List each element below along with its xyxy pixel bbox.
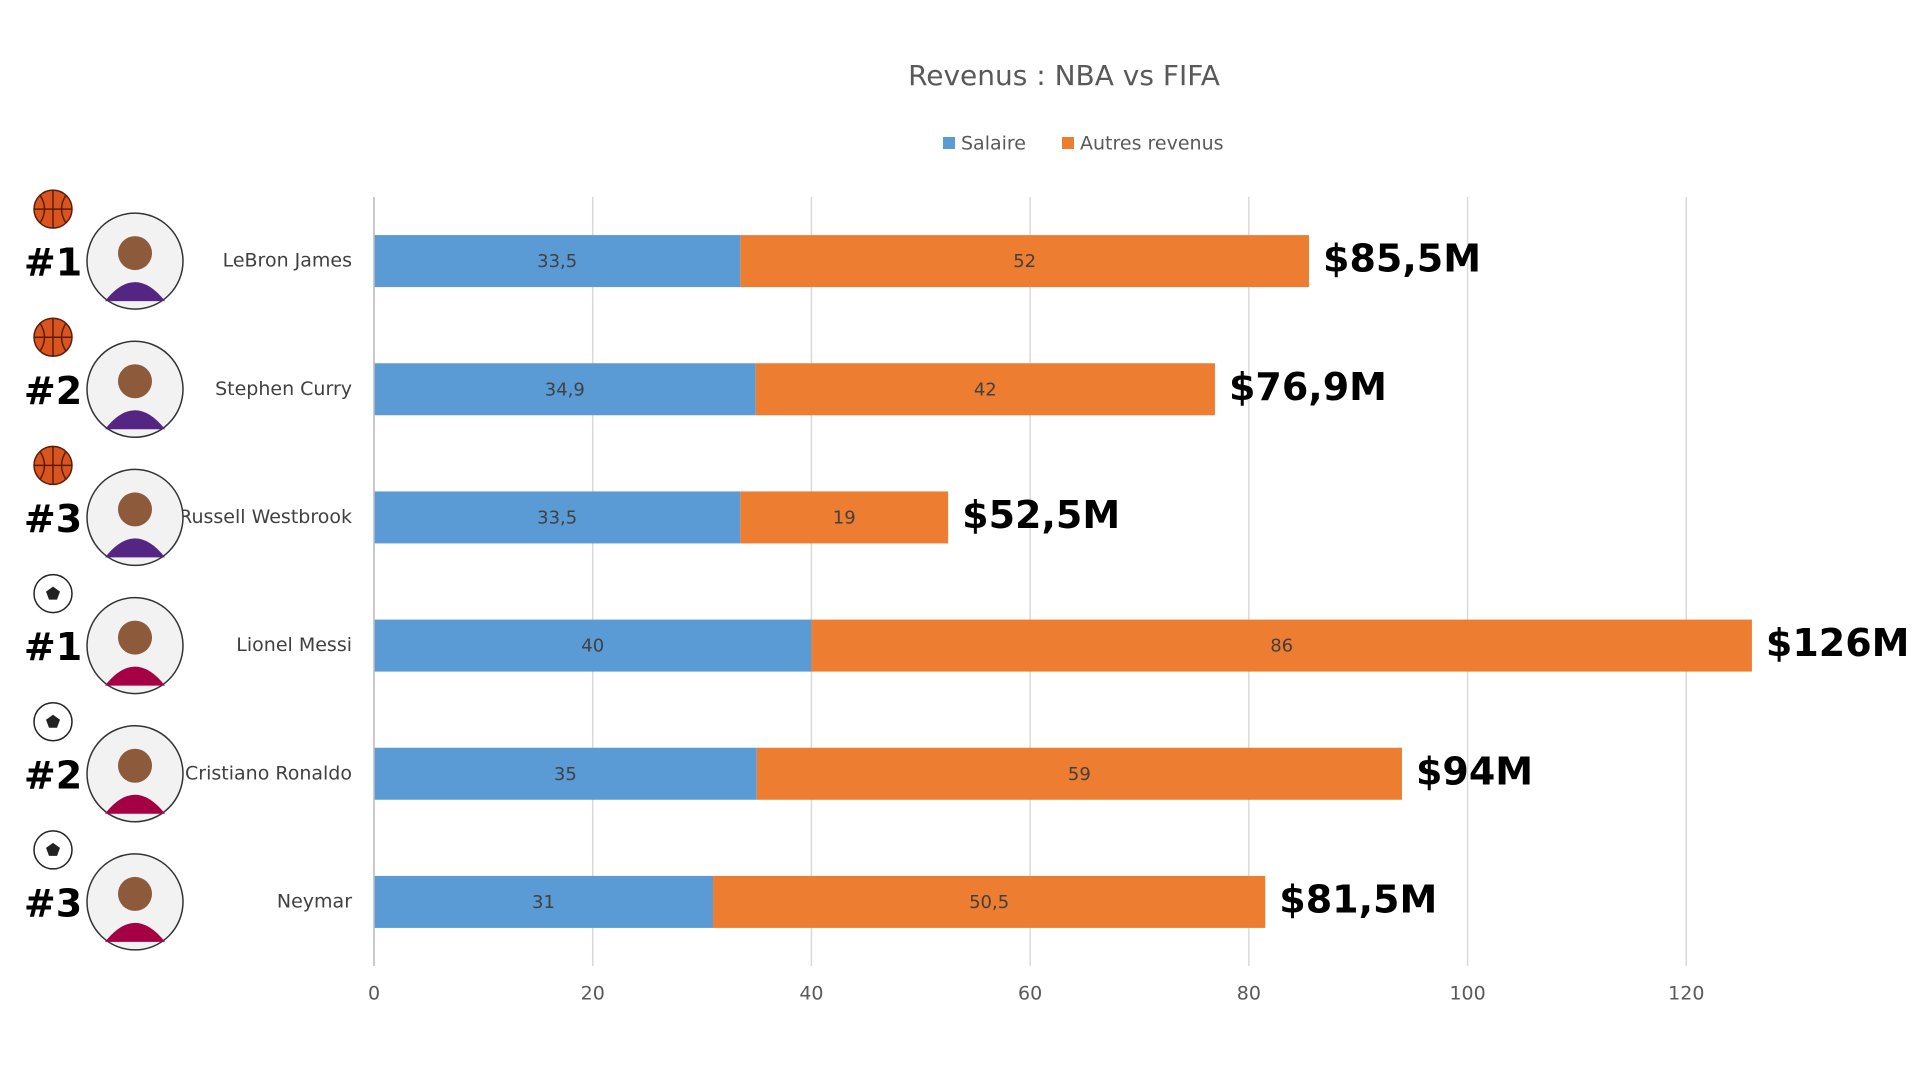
value-label: 33,5 xyxy=(537,507,577,528)
rank-label: #1 xyxy=(24,241,82,285)
x-tick-label: 100 xyxy=(1449,983,1485,1005)
bar-segment xyxy=(740,235,1310,288)
photo-head xyxy=(118,876,152,911)
y-tick-label: Stephen Curry xyxy=(215,378,352,400)
total-label: $76,9M xyxy=(1229,365,1387,409)
rank-label: #3 xyxy=(24,881,82,925)
bar-segment xyxy=(740,491,949,544)
photo-body xyxy=(105,794,165,814)
value-label: 35 xyxy=(554,764,577,785)
photo-body xyxy=(105,666,165,686)
basketball-seams xyxy=(34,190,72,229)
rank-label: #2 xyxy=(24,753,82,797)
basketball-seams xyxy=(34,446,72,485)
x-tick-label: 40 xyxy=(799,983,823,1005)
total-label: $81,5M xyxy=(1279,877,1437,921)
value-label: 33,5 xyxy=(537,251,577,272)
legend-swatch xyxy=(943,137,955,149)
legend-swatch xyxy=(1062,137,1074,149)
y-tick-label: Russell Westbrook xyxy=(179,506,352,528)
soccer-patch xyxy=(46,842,60,856)
photo-head xyxy=(118,620,152,655)
value-label: 59 xyxy=(1068,764,1091,785)
photo-head xyxy=(118,364,152,399)
photo-head xyxy=(118,492,152,527)
y-tick-label: Cristiano Ronaldo xyxy=(185,762,352,784)
photo-body xyxy=(105,538,165,558)
value-label: 86 xyxy=(1270,636,1293,657)
x-tick-label: 0 xyxy=(368,983,380,1005)
value-label: 31 xyxy=(532,892,555,913)
bar-segment xyxy=(374,875,714,928)
bar-segment xyxy=(374,363,756,416)
bar-segment xyxy=(374,619,812,672)
total-label: $52,5M xyxy=(962,493,1120,537)
x-tick-label: 60 xyxy=(1018,983,1042,1005)
soccer-patch xyxy=(46,586,60,600)
bar-segment xyxy=(374,235,741,288)
photo-body xyxy=(105,282,165,302)
photo-head xyxy=(118,236,152,271)
bar-segment xyxy=(756,747,1402,800)
y-tick-label: LeBron James xyxy=(223,250,352,272)
total-label: $85,5M xyxy=(1323,237,1481,281)
bar-segment xyxy=(811,619,1752,672)
value-label: 34,9 xyxy=(545,379,585,400)
total-label: $126M xyxy=(1766,621,1910,665)
rank-label: #2 xyxy=(24,369,82,413)
soccer-patch xyxy=(46,714,60,728)
x-tick-label: 20 xyxy=(581,983,605,1005)
rank-label: #1 xyxy=(24,625,82,669)
value-label: 50,5 xyxy=(969,892,1009,913)
legend-label: Salaire xyxy=(961,133,1026,155)
y-tick-label: Lionel Messi xyxy=(236,634,352,656)
photo-head xyxy=(118,748,152,783)
basketball-seams xyxy=(34,318,72,357)
bar-segment xyxy=(374,747,757,800)
x-tick-label: 80 xyxy=(1237,983,1261,1005)
value-label: 52 xyxy=(1013,251,1036,272)
value-label: 42 xyxy=(974,379,997,400)
photo-body xyxy=(105,410,165,430)
bar-segment xyxy=(713,875,1266,928)
chart-title: Revenus : NBA vs FIFA xyxy=(908,59,1220,92)
y-tick-label: Neymar xyxy=(277,890,352,912)
x-tick-label: 120 xyxy=(1668,983,1704,1005)
rank-label: #3 xyxy=(24,497,82,541)
value-label: 40 xyxy=(581,636,604,657)
photo-body xyxy=(105,922,165,942)
bar-segment xyxy=(374,491,741,544)
value-label: 19 xyxy=(833,507,856,528)
legend-label: Autres revenus xyxy=(1080,133,1224,155)
total-label: $94M xyxy=(1416,749,1533,793)
bar-segment xyxy=(755,363,1215,416)
